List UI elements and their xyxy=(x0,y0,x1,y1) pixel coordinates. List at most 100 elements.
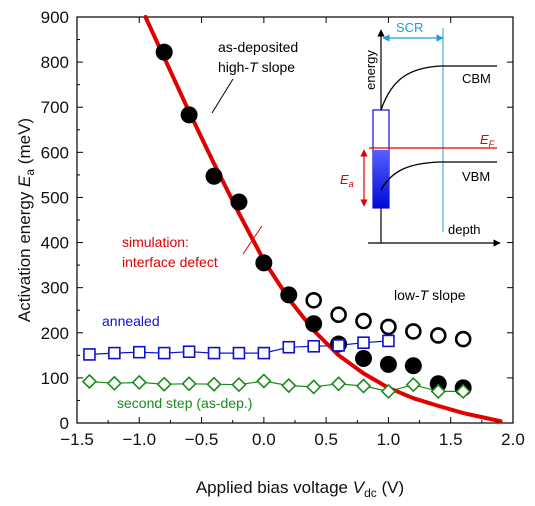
second-step-point xyxy=(206,376,222,392)
low-t-point xyxy=(305,291,322,309)
high-t-point xyxy=(280,286,298,304)
inset-scr-label: SCR xyxy=(396,20,423,35)
high-t-point xyxy=(255,254,273,272)
high-t-point xyxy=(355,349,373,367)
annealed-point xyxy=(132,345,146,359)
inset-ea-var: E xyxy=(340,172,349,187)
low-t-point xyxy=(429,327,447,344)
annealed-point xyxy=(207,346,221,360)
x-axis-label-main: Applied bias voltage xyxy=(196,478,353,497)
x-axis-label: Applied bias voltage Vdc (V) xyxy=(196,478,404,500)
annotation-simulation-pointer xyxy=(242,225,263,255)
annealed-point xyxy=(232,346,246,360)
second-step-point xyxy=(106,375,123,391)
inset-defect-box-fill xyxy=(373,150,389,208)
annotation-low-t-var: T xyxy=(420,287,430,303)
annotation-low-t-pre: low- xyxy=(394,287,420,303)
simulation-curve xyxy=(143,15,503,424)
high-t-point xyxy=(155,43,173,61)
y-tick-label: 700 xyxy=(41,98,69,117)
axis-ticks: −1.5 −1.0 −0.5 0.0 0.5 1.0 1.5 2.0 0 100 200 300 400… xyxy=(41,8,525,449)
second-step-point xyxy=(81,373,98,390)
high-t-point xyxy=(230,193,248,211)
y-axis-label-sub: a xyxy=(23,169,37,176)
x-axis-label-var: V xyxy=(353,478,366,497)
high-t-point xyxy=(180,106,198,124)
y-axis-label-var: E xyxy=(15,175,34,187)
inset-band-diagram: energy depth SCR CBM VBM EF Ea xyxy=(340,20,501,247)
low-t-point xyxy=(330,306,347,324)
inset-ylabel: energy xyxy=(363,50,378,90)
annotation-second-step: second step (as-dep.) xyxy=(117,395,252,411)
inset-vbm-label: VBM xyxy=(462,169,490,184)
y-tick-label: 0 xyxy=(60,414,69,433)
inset-ea-label: Ea xyxy=(340,172,354,189)
y-tick-label: 300 xyxy=(41,279,69,298)
inset-ef-label: EF xyxy=(480,132,495,149)
high-t-point xyxy=(429,375,447,393)
second-step-point xyxy=(330,376,347,392)
annotation-simulation-line1: simulation: xyxy=(122,234,189,250)
x-tick-label: 0.5 xyxy=(314,430,338,449)
second-step-point xyxy=(256,373,272,389)
annealed-point xyxy=(257,346,271,360)
y-tick-label: 800 xyxy=(41,53,69,72)
low-t-point xyxy=(380,318,397,336)
annotation-high-t-pre: high- xyxy=(218,59,249,75)
y-tick-label: 200 xyxy=(41,324,69,343)
x-axis-label-unit: (V) xyxy=(377,478,404,497)
inset-ea-sub: a xyxy=(349,179,354,189)
annotation-annealed: annealed xyxy=(102,313,160,329)
annealed-point xyxy=(108,346,121,360)
annealed-point xyxy=(357,336,370,350)
annealed-point xyxy=(282,340,296,354)
second-step-point xyxy=(355,378,372,394)
annealed-point xyxy=(307,340,320,353)
annotation-high-t-var: T xyxy=(249,59,259,75)
y-tick-label: 500 xyxy=(41,188,69,207)
second-step-point xyxy=(455,383,471,400)
plot-frame xyxy=(76,16,514,424)
second-step-point xyxy=(181,376,197,392)
high-t-point xyxy=(205,167,223,185)
y-axis-label-main: Activation energy xyxy=(15,187,34,322)
high-t-point xyxy=(404,357,422,375)
y-axis-label: Activation energy Ea (meV) xyxy=(15,118,37,322)
inset-vbm-curve xyxy=(380,161,497,191)
annotation-low-t: low-T slope xyxy=(394,287,466,303)
second_step-connector-line xyxy=(89,380,464,393)
high-t-point xyxy=(305,315,323,333)
second-step-point xyxy=(430,383,446,400)
low-t-point xyxy=(405,323,422,340)
series-markers xyxy=(81,43,472,400)
inset-ef-sub: F xyxy=(489,139,495,149)
annealed-point xyxy=(157,346,171,360)
annotation-high-t-pointer xyxy=(211,78,234,114)
x-tick-label: 1.5 xyxy=(439,430,463,449)
x-tick-label: 1.0 xyxy=(377,430,401,449)
second-step-point xyxy=(156,376,172,392)
annotation-high-t-line2: high-T slope xyxy=(218,59,295,75)
inset-ef-var: E xyxy=(480,132,489,147)
annealed-point xyxy=(382,334,395,348)
series-lines xyxy=(89,15,503,424)
annotation-high-t-post: slope xyxy=(258,59,296,75)
y-tick-label: 400 xyxy=(41,234,69,253)
low-t-point xyxy=(355,312,372,330)
inset-cbm-curve xyxy=(380,65,497,111)
annotations: as-deposited high-T slope low-T slope an… xyxy=(102,39,466,411)
second-step-point xyxy=(380,383,397,400)
annealed-point xyxy=(182,345,196,359)
x-tick-label: −1.5 xyxy=(60,430,94,449)
high-t-point xyxy=(379,355,397,373)
annotation-simulation-line2: interface defect xyxy=(122,254,218,270)
y-axis-label-unit: (meV) xyxy=(15,118,34,169)
second-step-point xyxy=(281,377,297,394)
inset-cbm-label: CBM xyxy=(462,71,491,86)
low-t-point xyxy=(454,330,472,348)
inset-xlabel: depth xyxy=(448,222,481,237)
x-tick-label: −1.0 xyxy=(123,430,157,449)
y-tick-label: 600 xyxy=(41,143,69,162)
second-step-point xyxy=(131,374,147,391)
